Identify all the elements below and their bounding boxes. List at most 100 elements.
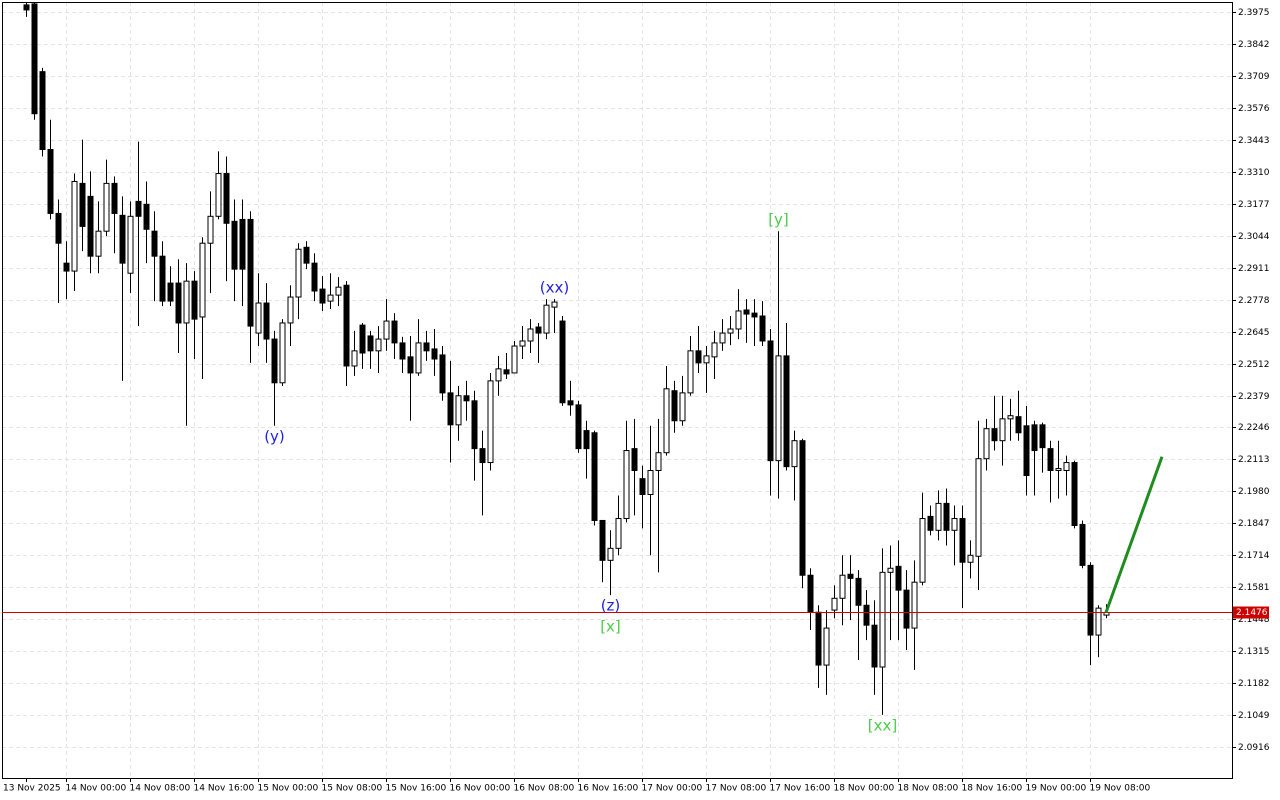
- candle-body: [391, 320, 398, 344]
- candle-body: [399, 342, 406, 360]
- candle-body: [951, 518, 958, 531]
- candle-body: [79, 182, 86, 227]
- candle-body: [55, 212, 62, 244]
- candle-body: [1095, 607, 1102, 636]
- y-tick-label: 2.1448: [1238, 615, 1270, 625]
- candle-body: [367, 335, 374, 352]
- candle-body: [207, 215, 214, 244]
- candle-body: [383, 320, 390, 340]
- candle-body: [799, 440, 806, 576]
- y-tick-label: 2.1714: [1238, 551, 1270, 561]
- candle-body: [1047, 448, 1054, 471]
- candle-body: [559, 320, 566, 404]
- candle-body: [879, 571, 886, 668]
- candle-body: [679, 392, 686, 422]
- candle-body: [1087, 564, 1094, 636]
- candle-body: [1039, 424, 1046, 449]
- candle-body: [759, 315, 766, 342]
- y-tick-label: 2.3842: [1238, 40, 1270, 50]
- wave-label: (z): [601, 597, 621, 615]
- x-tick-label: 18 Nov 00:00: [834, 784, 895, 794]
- candle-body: [247, 218, 254, 327]
- candle-body: [471, 400, 478, 450]
- candle-body: [423, 342, 430, 352]
- candle-body: [671, 390, 678, 422]
- candle-body: [527, 328, 534, 342]
- x-tick-label: 16 Nov 00:00: [450, 784, 511, 794]
- candle-body: [1063, 462, 1070, 471]
- candle-body: [911, 581, 918, 629]
- x-tick-label: 17 Nov 00:00: [642, 784, 703, 794]
- y-tick-label: 2.3443: [1238, 136, 1270, 146]
- candle-body: [1031, 424, 1038, 452]
- candle-body: [599, 519, 606, 561]
- plot-frame: [2, 2, 1233, 779]
- candle-body: [31, 3, 38, 115]
- candle-body: [591, 432, 598, 521]
- candle-body: [351, 350, 358, 367]
- x-tick-label: 17 Nov 08:00: [706, 784, 767, 794]
- candle-body: [871, 624, 878, 668]
- candle-body: [543, 304, 550, 334]
- candle-body: [279, 322, 286, 384]
- wave-label: (xx): [540, 279, 569, 297]
- candle-body: [847, 573, 854, 579]
- y-tick-label: 2.2512: [1238, 360, 1270, 370]
- x-tick-label: 17 Nov 16:00: [770, 784, 831, 794]
- candle-body: [743, 309, 750, 315]
- candle-body: [151, 230, 158, 257]
- candle-body: [215, 173, 222, 217]
- candle-body: [183, 280, 190, 324]
- candle-body: [719, 332, 726, 344]
- candle-body: [855, 577, 862, 606]
- candle-body: [815, 611, 822, 666]
- candle-body: [943, 502, 950, 531]
- y-tick-label: 2.0916: [1238, 743, 1270, 753]
- candle-body: [687, 350, 694, 394]
- candle-body: [711, 342, 718, 358]
- candle-body: [455, 395, 462, 426]
- candle-body: [735, 310, 742, 330]
- y-tick-label: 2.3044: [1238, 232, 1270, 242]
- y-tick-label: 2.3576: [1238, 104, 1270, 114]
- y-tick-label: 2.2113: [1238, 455, 1270, 465]
- candle-body: [63, 262, 70, 272]
- x-tick-label: 15 Nov 16:00: [386, 784, 447, 794]
- current-price-box: [1233, 606, 1269, 619]
- candle-body: [127, 215, 134, 274]
- candle-body: [751, 312, 758, 318]
- candle-body: [967, 554, 974, 563]
- candle-body: [119, 214, 126, 264]
- candle-body: [839, 574, 846, 599]
- x-tick-label: 16 Nov 16:00: [578, 784, 639, 794]
- candle-body: [503, 369, 510, 375]
- candle-body: [463, 395, 470, 402]
- candle-body: [1071, 462, 1078, 526]
- candle-body: [87, 195, 94, 257]
- y-tick-label: 2.2645: [1238, 328, 1270, 338]
- candle-body: [919, 518, 926, 583]
- candle-body: [303, 246, 310, 264]
- x-tick-label: 19 Nov 00:00: [1026, 784, 1087, 794]
- candle-body: [639, 478, 646, 496]
- candle-body: [903, 589, 910, 629]
- candle-body: [271, 338, 278, 384]
- candle-body: [311, 262, 318, 292]
- candle-body: [335, 286, 342, 296]
- candle-body: [1007, 415, 1014, 420]
- y-tick-label: 2.2911: [1238, 264, 1270, 274]
- candle-body: [295, 248, 302, 298]
- candle-body: [823, 627, 830, 666]
- y-tick-label: 2.2379: [1238, 392, 1270, 402]
- forecast-line: [1104, 456, 1164, 613]
- candle-body: [807, 574, 814, 613]
- candle-body: [431, 348, 438, 360]
- y-tick-label: 2.1980: [1238, 487, 1270, 497]
- candle-body: [231, 220, 238, 270]
- candle-body: [983, 428, 990, 460]
- candle-body: [439, 354, 446, 394]
- y-tick-label: 2.2778: [1238, 296, 1270, 306]
- candle-body: [327, 294, 334, 302]
- x-tick-label: 14 Nov 00:00: [66, 784, 127, 794]
